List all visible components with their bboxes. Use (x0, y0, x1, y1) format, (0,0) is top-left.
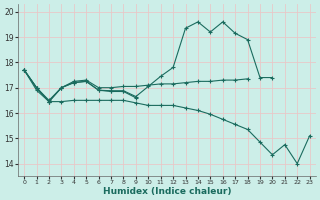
X-axis label: Humidex (Indice chaleur): Humidex (Indice chaleur) (103, 187, 231, 196)
